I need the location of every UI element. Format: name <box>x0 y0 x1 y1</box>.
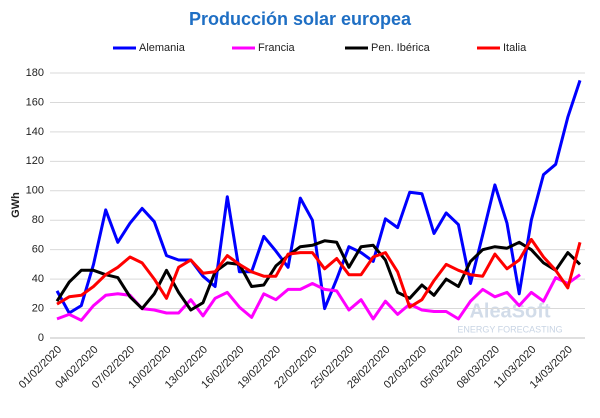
legend-label: Francia <box>258 42 296 54</box>
series-line <box>55 239 582 312</box>
y-tick-label: 80 <box>32 214 44 226</box>
series-line <box>55 79 582 315</box>
y-tick-label: 160 <box>26 96 44 108</box>
y-axis-label: GWh <box>10 192 22 218</box>
y-tick-label: 40 <box>32 273 44 285</box>
legend-label: Alemania <box>139 42 186 54</box>
chart-title: Producción solar europea <box>189 9 412 29</box>
y-tick-label: 0 <box>38 332 44 344</box>
series-line <box>56 273 581 322</box>
y-tick-label: 60 <box>32 244 44 256</box>
watermark: AleaSoft <box>469 300 550 322</box>
y-tick-label: 20 <box>32 302 44 314</box>
watermark-sub: ENERGY FORECASTING <box>457 324 562 334</box>
y-tick-label: 180 <box>26 67 44 79</box>
series-line <box>56 237 582 309</box>
legend-label: Italia <box>503 42 527 54</box>
legend-label: Pen. Ibérica <box>371 42 431 54</box>
y-tick-label: 100 <box>26 185 44 197</box>
y-tick-label: 120 <box>26 155 44 167</box>
y-tick-label: 140 <box>26 126 44 138</box>
